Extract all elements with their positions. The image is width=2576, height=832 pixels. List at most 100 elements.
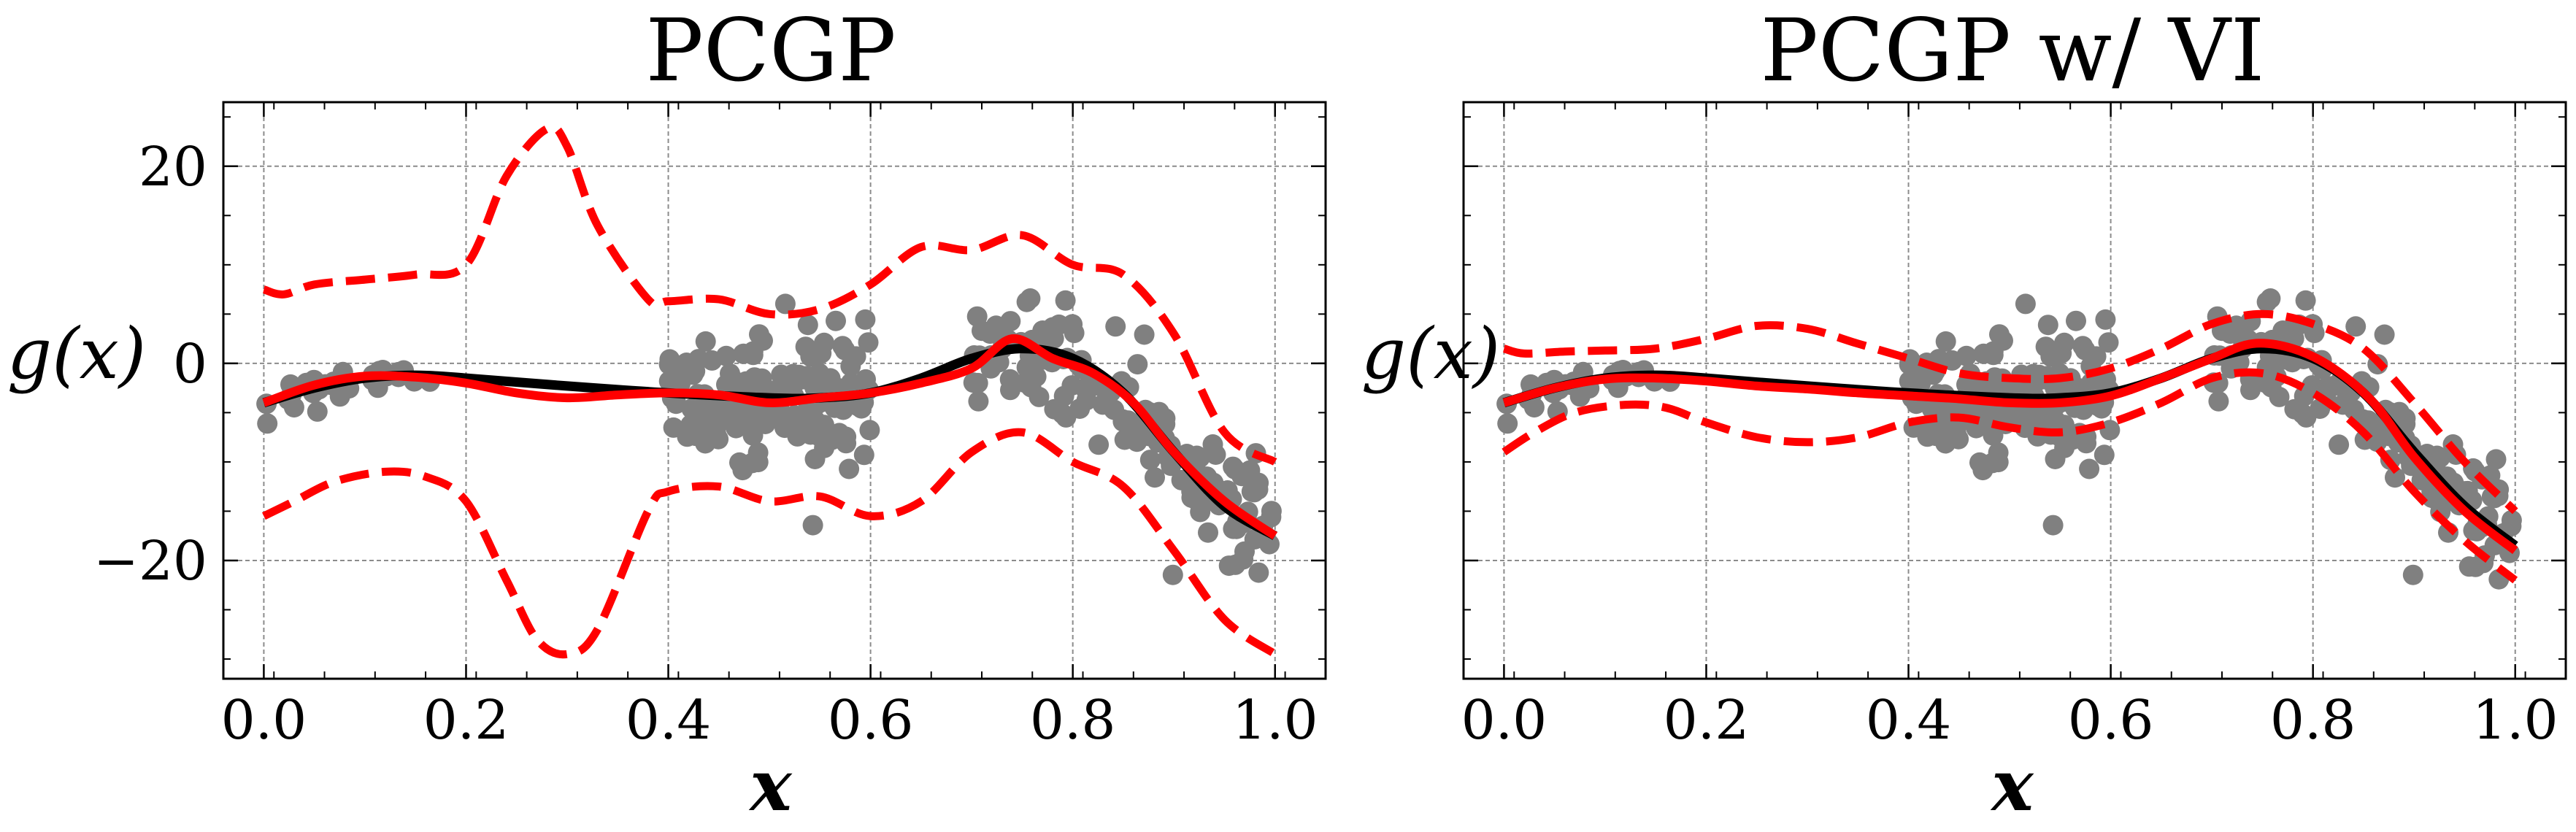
observation-point: [2429, 447, 2450, 469]
x-axis-label-text: x: [748, 744, 793, 827]
observation-point: [2302, 375, 2323, 396]
observation-point: [2366, 425, 2387, 447]
observation-point: [307, 401, 328, 422]
observation-point: [2099, 420, 2121, 441]
chart-title: PCGP w/ VI: [1761, 0, 2265, 101]
observation-point: [1190, 501, 1211, 523]
observation-point: [1261, 506, 1282, 528]
observation-point: [804, 449, 826, 469]
observation-point: [1935, 331, 1956, 352]
observation-point: [2012, 406, 2033, 427]
observation-point: [704, 401, 725, 422]
observation-point: [2269, 386, 2290, 407]
observation-point: [2029, 369, 2050, 390]
observation-point: [744, 367, 765, 388]
y-tick-label: −20: [93, 530, 207, 593]
x-tick-label: 0.6: [828, 689, 914, 752]
series-lines: [261, 123, 1278, 659]
observation-point: [2465, 556, 2486, 577]
observation-point: [1069, 398, 1091, 419]
x-tick-label: 0.2: [423, 689, 510, 752]
observation-point: [669, 368, 690, 389]
observation-point: [1984, 367, 2005, 388]
observation-point: [1171, 469, 1192, 490]
observation-point: [1043, 328, 1064, 349]
observation-point: [839, 458, 860, 479]
x-axis-label: x: [1990, 744, 2034, 827]
observation-point: [826, 310, 846, 331]
series-line-lower-bound: [1502, 368, 2518, 584]
observation-point: [968, 390, 989, 412]
observation-point: [742, 425, 764, 446]
tick-labels: 0.0 0.2 0.4 0.6 0.8 1.0 20 0 −20: [93, 136, 1318, 752]
observation-point: [1983, 425, 2004, 446]
ticks: [223, 102, 1326, 679]
chart-panel-pcgp: PCGP 0.0 0.2 0.4 0.6 0.8 1.0 20 0 −20 x g(x): [7, 0, 1327, 827]
observation-point: [2072, 336, 2094, 357]
observation-point: [685, 361, 706, 382]
series-line-prediction-mean: [262, 334, 1278, 540]
ticks: [1463, 102, 2566, 679]
observation-point: [2402, 564, 2423, 585]
observation-point: [663, 417, 684, 438]
observation-point: [2015, 293, 2036, 315]
observation-point: [822, 429, 843, 450]
observation-point: [855, 309, 876, 330]
observation-point: [1016, 291, 1037, 312]
series-line-prediction-mean: [1502, 339, 2518, 555]
observation-point: [787, 417, 808, 439]
observation-point: [1055, 290, 1076, 311]
observation-point: [666, 393, 687, 415]
observation-point: [832, 336, 853, 357]
observation-point: [2501, 515, 2522, 536]
observation-point: [2095, 309, 2116, 330]
x-tick-label: 0.8: [1030, 689, 1116, 752]
observation-point: [2079, 458, 2100, 479]
observation-point: [2051, 343, 2072, 363]
x-axis-label-text: x: [1990, 744, 2034, 827]
observation-point: [1126, 425, 1147, 447]
observation-points: [256, 288, 1282, 585]
observation-point: [2208, 390, 2229, 412]
observation-point: [2098, 332, 2119, 353]
observation-point: [1026, 366, 1047, 388]
observation-point: [2066, 310, 2086, 331]
observation-point: [2374, 324, 2395, 345]
plot-frame: [1462, 101, 2567, 680]
observation-point: [716, 374, 737, 395]
observation-point: [1989, 324, 2010, 345]
observation-point: [1105, 316, 1126, 337]
observation-point: [2045, 449, 2066, 469]
x-tick-label: 0.2: [1664, 689, 1750, 752]
observation-point: [1224, 459, 1245, 479]
observation-point: [1189, 447, 1210, 469]
observation-point: [1082, 376, 1102, 397]
observation-point: [1127, 354, 1148, 375]
observation-point: [840, 355, 861, 377]
observation-point: [811, 343, 832, 363]
observation-point: [999, 369, 1020, 390]
observation-point: [1139, 450, 1161, 471]
observation-point: [1029, 386, 1050, 407]
observation-point: [1061, 375, 1083, 396]
observation-point: [1497, 413, 1518, 434]
y-axis-label-text: g(x): [7, 313, 147, 395]
observation-point: [1956, 374, 1977, 395]
series-line-upper-bound: [262, 123, 1277, 466]
observation-point: [695, 433, 716, 454]
observation-point: [2385, 467, 2405, 488]
observation-point: [1088, 434, 1110, 455]
observation-point: [1259, 534, 1280, 555]
observation-point: [1239, 460, 1261, 481]
observation-point: [1988, 442, 2009, 463]
x-tick-label: 1.0: [1232, 689, 1318, 752]
observation-point: [2094, 444, 2115, 466]
y-axis-label: g(x): [7, 313, 147, 395]
observation-point: [1248, 562, 1269, 583]
observation-point: [2042, 515, 2064, 536]
observation-point: [749, 324, 769, 345]
observation-point: [695, 331, 716, 352]
x-axis-label: x: [748, 744, 793, 827]
observation-point: [1973, 343, 1994, 364]
